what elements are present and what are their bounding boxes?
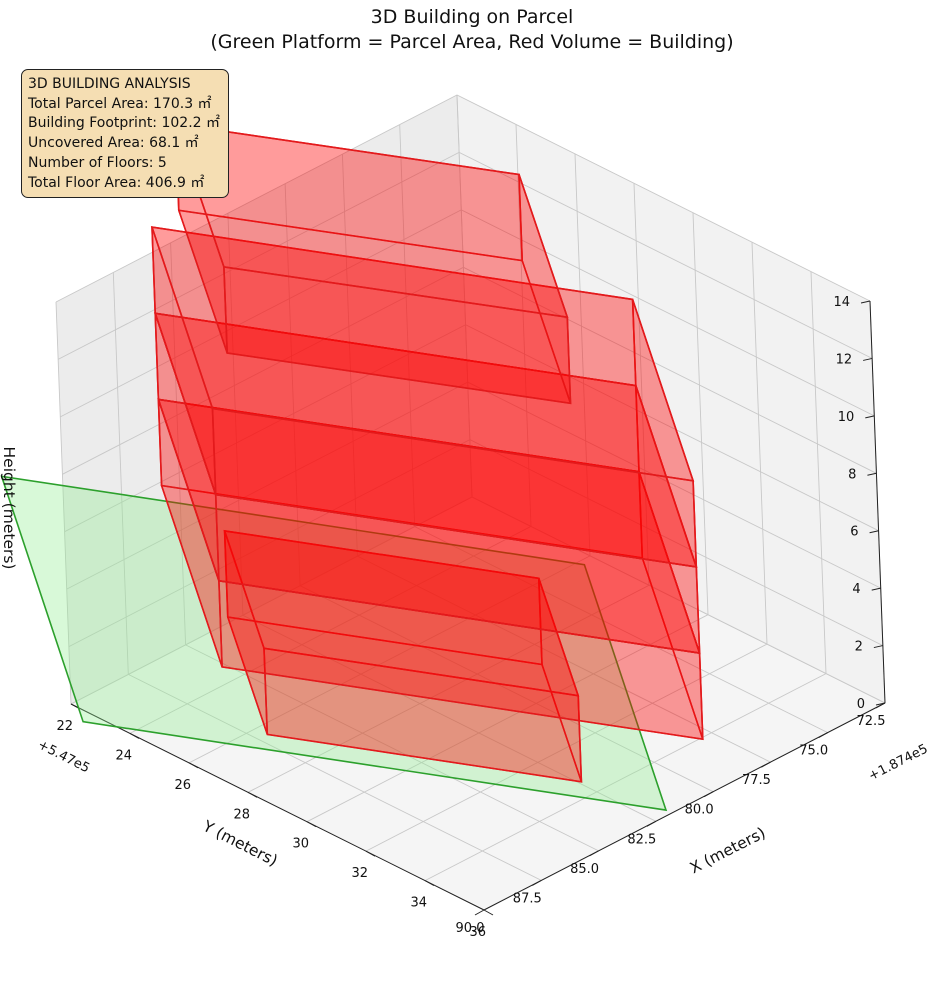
floor-top-face xyxy=(223,529,580,697)
y-tick-label: 26 xyxy=(174,778,191,793)
z-tick-label: 2 xyxy=(855,640,863,655)
z-axis-line xyxy=(869,300,886,704)
axis-lines xyxy=(70,300,886,911)
x-tick-mark xyxy=(761,761,771,768)
y-axis-offset: +5.47e5 xyxy=(35,737,92,776)
analysis-info-box: 3D BUILDING ANALYSIS Total Parcel Area: … xyxy=(21,69,229,198)
info-building-footprint: Building Footprint: 102.2 ㎡ xyxy=(28,115,221,132)
y-tick-label: 28 xyxy=(233,807,250,822)
z-tick-label: 4 xyxy=(852,582,860,597)
z-tick-label: 0 xyxy=(857,697,865,712)
floor-top-face xyxy=(174,123,569,319)
building-floor-5 xyxy=(174,123,572,405)
parcel-platform xyxy=(0,475,668,812)
y-tick-label: 24 xyxy=(115,748,132,763)
y-tick-label: 32 xyxy=(351,866,368,881)
grid-line-z xyxy=(64,324,879,533)
grid-line-z xyxy=(70,496,886,705)
x-tick-label: 82.5 xyxy=(627,832,656,847)
chart-title: 3D Building on Parcel xyxy=(370,6,574,28)
info-total-floor-area: Total Floor Area: 406.9 ㎡ xyxy=(28,174,205,191)
info-heading: 3D BUILDING ANALYSIS xyxy=(28,76,191,92)
pane-right xyxy=(56,95,472,704)
z-tick-label: 14 xyxy=(833,295,850,310)
z-tick-mark xyxy=(860,300,871,304)
y-axis-label: Y (meters) xyxy=(199,817,280,870)
z-axis-label: Height (meters) xyxy=(0,447,18,570)
axes-grid xyxy=(55,94,886,911)
x-tick-label: 75.0 xyxy=(799,744,828,759)
y-tick-mark xyxy=(424,880,435,887)
info-uncovered-area: Uncovered Area: 68.1 ㎡ xyxy=(28,135,199,152)
y-tick-mark xyxy=(188,762,199,769)
x-tick-mark xyxy=(589,850,599,857)
x-tick-label: 80.0 xyxy=(685,803,714,818)
y-tick-mark xyxy=(306,821,317,828)
x-tick-mark xyxy=(474,909,485,916)
y-tick-mark xyxy=(247,791,258,798)
x-tick-label: 85.0 xyxy=(570,862,599,877)
x-tick-label: 87.5 xyxy=(513,891,542,906)
z-tick-mark xyxy=(869,530,879,534)
z-tick-mark xyxy=(863,357,873,361)
grid-line-z xyxy=(66,381,881,590)
z-tick-mark xyxy=(873,645,883,649)
chart-subtitle: (Green Platform = Parcel Area, Red Volum… xyxy=(210,31,734,53)
axes-panes xyxy=(56,95,885,910)
z-tick-label: 10 xyxy=(838,410,855,425)
x-tick-label: 77.5 xyxy=(742,773,771,788)
y-tick-mark xyxy=(129,732,140,739)
x-axis-offset: +1.874e5 xyxy=(866,742,930,785)
building-scene xyxy=(0,123,704,812)
x-axis-label: X (meters) xyxy=(687,824,769,877)
x-tick-mark xyxy=(646,820,657,827)
grid-line-z xyxy=(68,439,884,647)
y-tick-label: 30 xyxy=(292,837,309,852)
x-tick-label: 90.0 xyxy=(456,921,485,936)
info-number-of-floors: Number of Floors: 5 xyxy=(28,154,167,171)
z-tick-mark xyxy=(867,472,877,476)
z-tick-label: 6 xyxy=(850,525,858,540)
building-floor-2 xyxy=(157,398,704,741)
y-tick-mark xyxy=(365,850,376,857)
pane-floor xyxy=(71,497,885,910)
building-floor-1 xyxy=(223,529,583,783)
y-axis-line xyxy=(70,703,485,911)
x-tick-label: 72.5 xyxy=(857,714,886,729)
z-tick-mark xyxy=(871,587,881,591)
grid-line-z xyxy=(60,209,875,418)
z-tick-mark xyxy=(875,702,886,706)
y-tick-label: 22 xyxy=(56,719,73,734)
y-tick-mark xyxy=(483,909,494,916)
x-axis-line xyxy=(483,702,886,911)
y-tick-label: 36 xyxy=(469,925,486,940)
z-tick-label: 12 xyxy=(836,352,853,367)
grid-line-z xyxy=(57,151,873,360)
axis-ticks: 72.575.077.580.082.585.087.590.022242628… xyxy=(56,295,885,940)
pane-left xyxy=(457,95,885,703)
x-tick-mark xyxy=(818,732,828,739)
z-tick-mark xyxy=(865,415,875,419)
info-parcel-area: Total Parcel Area: 170.3 ㎡ xyxy=(28,95,212,112)
x-tick-mark xyxy=(532,879,542,886)
x-tick-mark xyxy=(703,791,714,798)
y-tick-label: 34 xyxy=(410,896,427,911)
z-tick-label: 8 xyxy=(848,467,856,482)
